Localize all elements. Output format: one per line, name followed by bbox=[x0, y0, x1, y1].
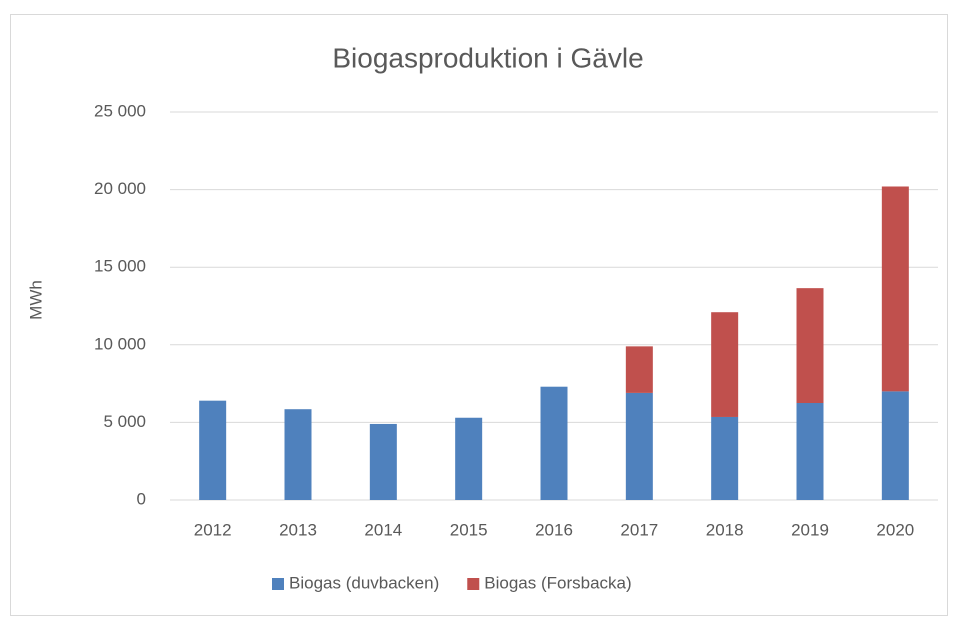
bar bbox=[455, 417, 483, 500]
legend-label: Biogas (Forsbacka) bbox=[484, 573, 631, 592]
y-tick-label: 20 000 bbox=[94, 179, 146, 198]
chart-frame bbox=[10, 14, 948, 616]
x-tick-label: 2013 bbox=[279, 520, 317, 539]
bar bbox=[625, 346, 653, 393]
bar bbox=[881, 186, 909, 392]
bar bbox=[711, 312, 739, 417]
x-tick-label: 2017 bbox=[620, 520, 658, 539]
bar bbox=[199, 400, 227, 500]
y-tick-label: 5 000 bbox=[103, 412, 146, 431]
y-tick-label: 0 bbox=[137, 489, 146, 508]
y-tick-label: 10 000 bbox=[94, 334, 146, 353]
legend-label: Biogas (duvbacken) bbox=[289, 573, 439, 592]
legend-swatch bbox=[272, 578, 284, 590]
bar bbox=[284, 409, 312, 500]
bar bbox=[369, 423, 397, 500]
x-tick-label: 2019 bbox=[791, 520, 829, 539]
y-axis-label: MWh bbox=[26, 280, 45, 320]
x-tick-label: 2015 bbox=[450, 520, 488, 539]
chart-title: Biogasproduktion i Gävle bbox=[332, 42, 643, 73]
x-tick-label: 2018 bbox=[706, 520, 744, 539]
y-tick-label: 15 000 bbox=[94, 257, 146, 276]
legend-swatch bbox=[467, 578, 480, 590]
bar bbox=[625, 392, 653, 500]
x-tick-label: 2012 bbox=[194, 520, 232, 539]
bar bbox=[540, 386, 568, 500]
x-tick-label: 2014 bbox=[364, 520, 402, 539]
bar bbox=[881, 391, 909, 500]
y-tick-label: 25 000 bbox=[94, 101, 146, 120]
bar bbox=[711, 416, 739, 500]
bar bbox=[796, 403, 824, 500]
x-tick-label: 2016 bbox=[535, 520, 573, 539]
bar bbox=[796, 288, 824, 403]
x-tick-label: 2020 bbox=[876, 520, 914, 539]
